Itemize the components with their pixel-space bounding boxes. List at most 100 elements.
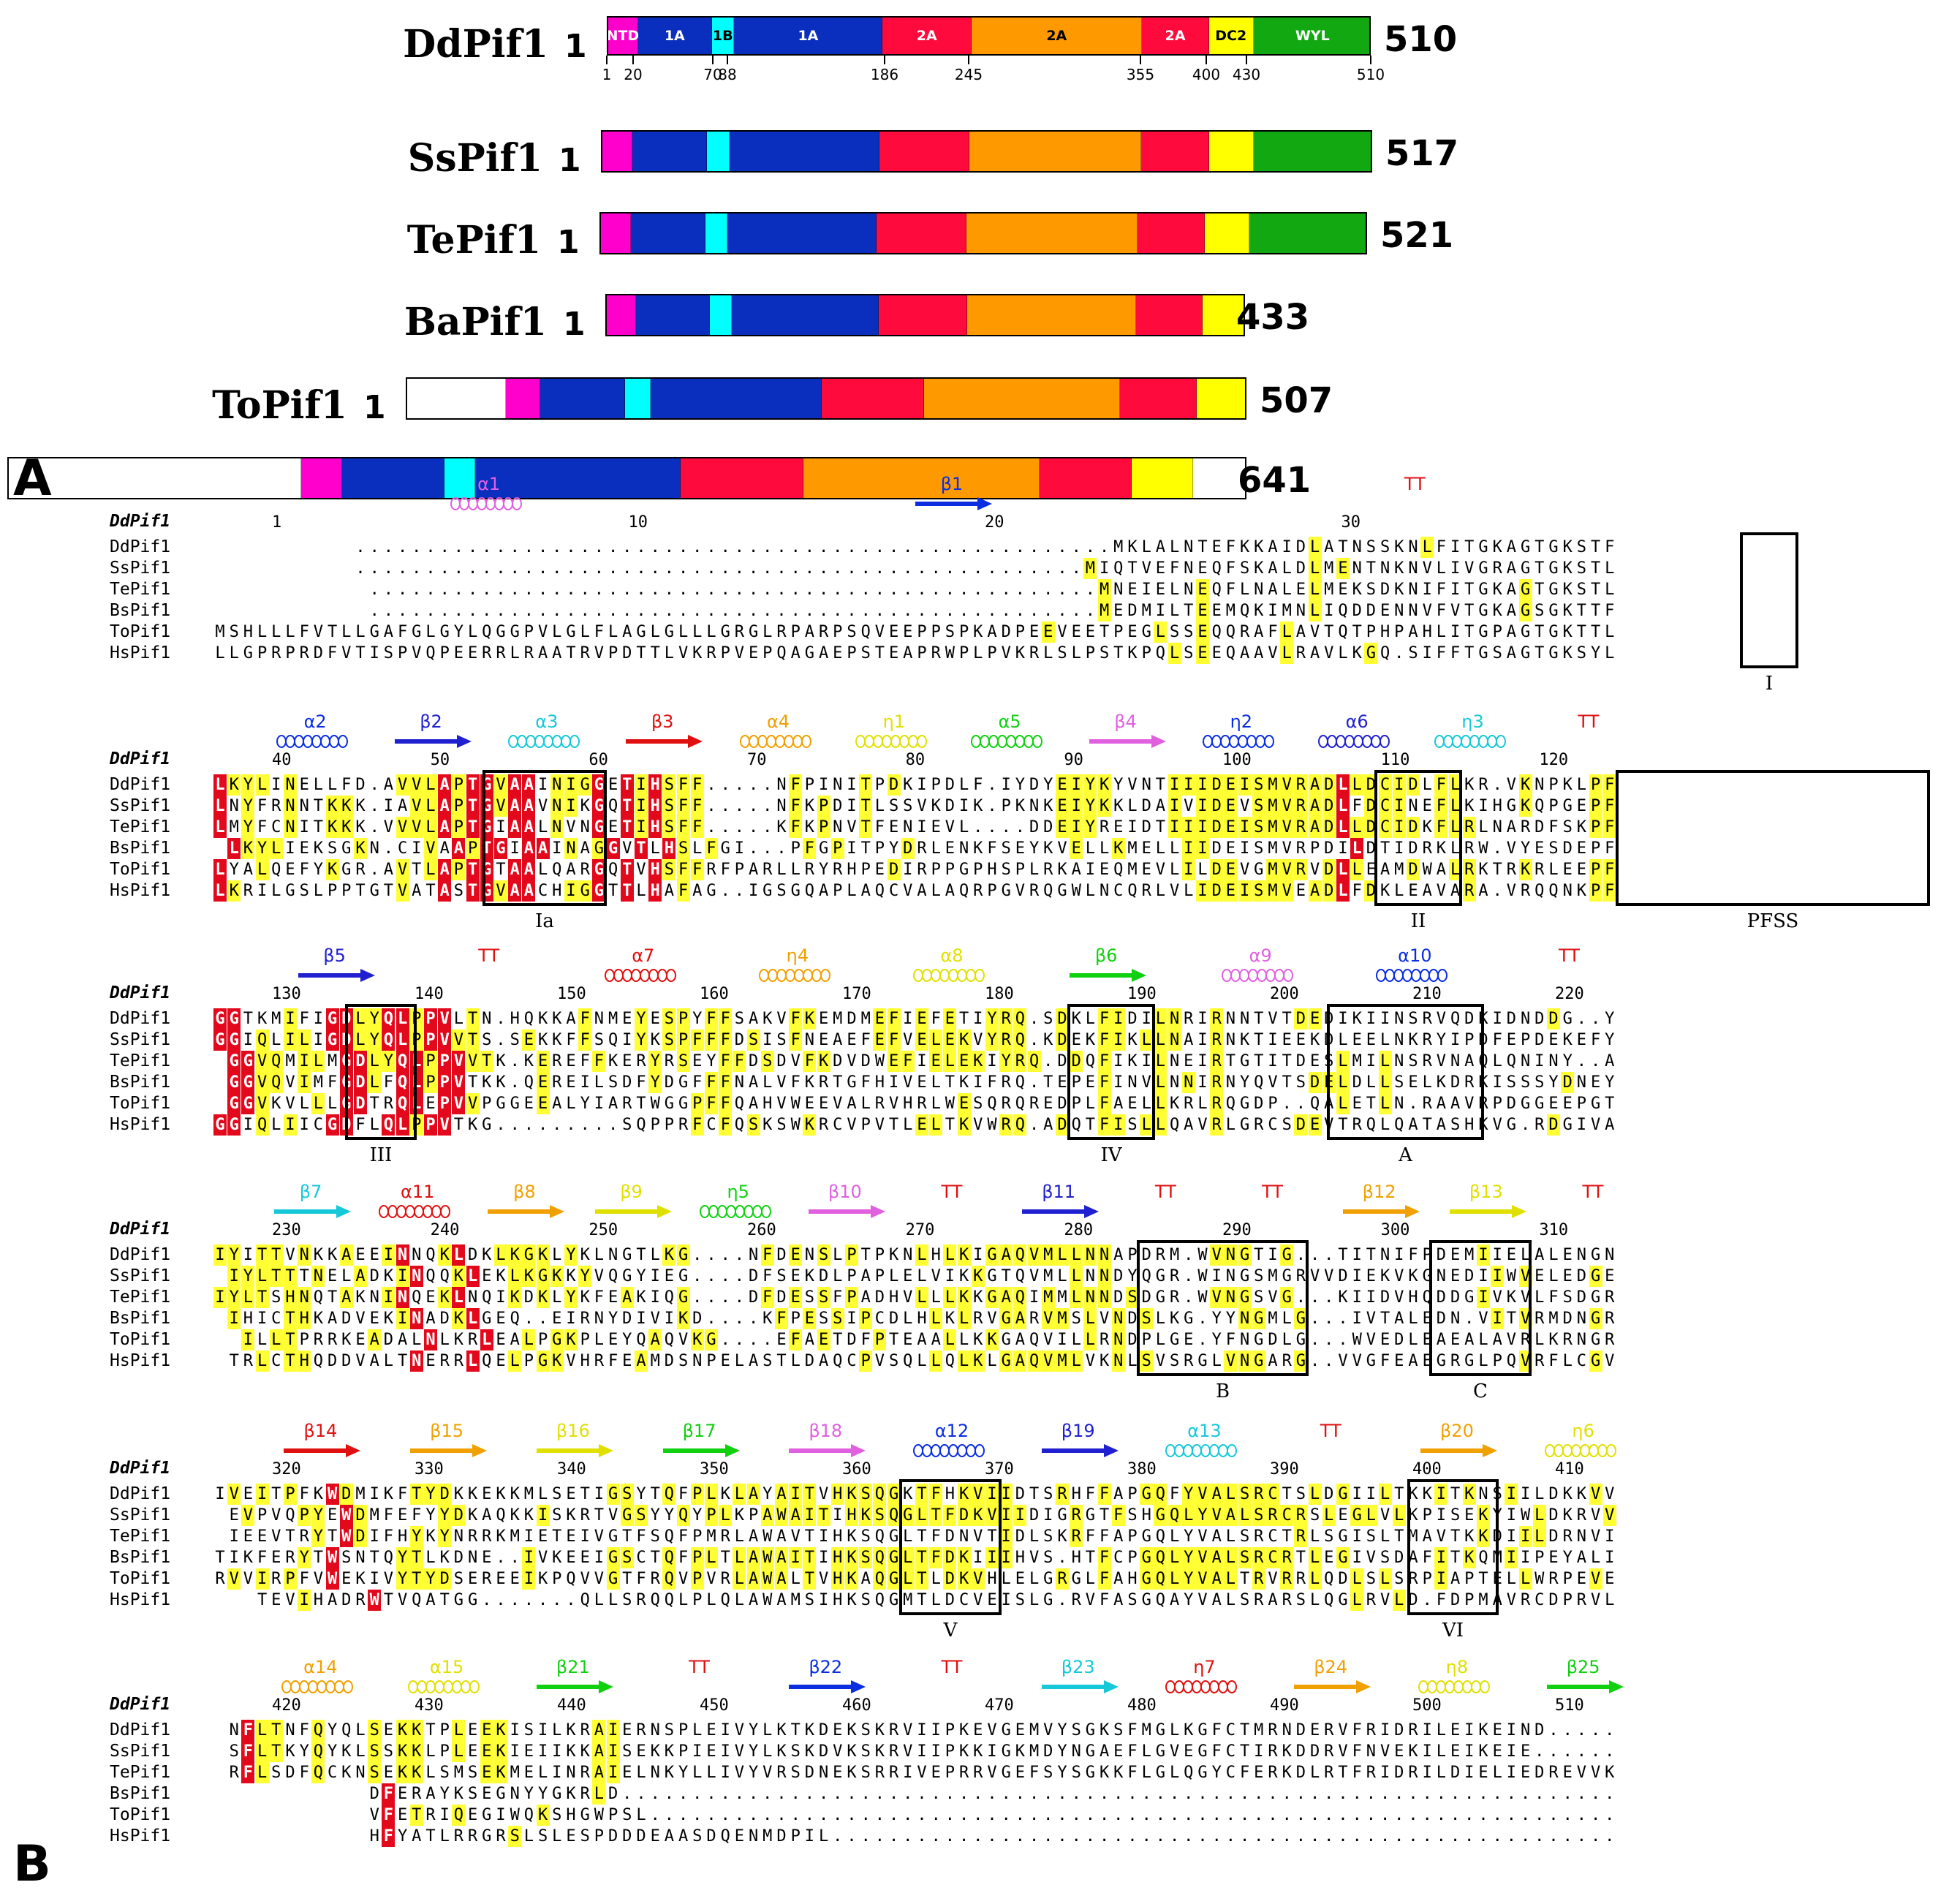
secondary-structure-label: β1: [940, 474, 964, 494]
residue: I: [496, 818, 506, 836]
residue: .: [510, 602, 520, 620]
residue: D: [354, 1072, 367, 1093]
residue: L: [818, 1827, 829, 1846]
position-number: 60: [589, 751, 608, 769]
residue: L: [1478, 1331, 1488, 1349]
residue: E: [1366, 1031, 1377, 1049]
residue: I: [564, 880, 578, 902]
residue: .: [369, 538, 379, 556]
residue: L: [1282, 1310, 1292, 1328]
residue: F: [1352, 882, 1362, 900]
residue: F: [241, 1741, 255, 1762]
residue: E: [957, 1093, 971, 1114]
residue: L: [734, 1591, 745, 1609]
residue: L: [1169, 538, 1180, 556]
residue: E: [397, 1806, 408, 1824]
sequence-name: DdPif1: [110, 1009, 171, 1028]
residue: Q: [833, 1352, 843, 1370]
residue: T: [409, 1568, 423, 1590]
residue: I: [931, 1721, 941, 1739]
residue: G: [1589, 1308, 1602, 1329]
domain-dc2: [1202, 295, 1244, 335]
position-number: 450: [700, 1696, 729, 1715]
residue: .: [1605, 1785, 1615, 1803]
residue: L: [1605, 581, 1615, 599]
residue: G: [1155, 1267, 1166, 1285]
residue: G: [1336, 1484, 1350, 1505]
residue: T: [1155, 776, 1166, 794]
residue: P: [594, 1827, 605, 1846]
residue: L: [1169, 839, 1180, 858]
residue: L: [1029, 1591, 1040, 1609]
residue: .: [1211, 1785, 1222, 1803]
residue: H: [833, 1527, 843, 1546]
residue: .: [1029, 1031, 1040, 1049]
residue: G: [720, 623, 730, 641]
residue: R: [229, 1764, 239, 1782]
residue: P: [1589, 859, 1602, 880]
residue: I: [1268, 1246, 1278, 1264]
residue: V: [973, 1116, 983, 1134]
residue: R: [1534, 861, 1545, 879]
residue: K: [1352, 581, 1362, 599]
residue: R: [1099, 818, 1110, 836]
residue: Y: [313, 861, 324, 879]
residue: K: [1184, 1721, 1194, 1739]
residue: .: [636, 602, 646, 620]
residue: R: [1252, 1547, 1265, 1568]
residue: N: [833, 776, 843, 794]
residue: M: [1057, 1288, 1067, 1307]
residue: E: [790, 1267, 801, 1285]
residue: E: [522, 1030, 536, 1051]
residue: V: [1184, 797, 1194, 815]
domain-1a: [727, 214, 877, 253]
residue: S: [746, 1030, 760, 1051]
residue: N: [412, 1246, 422, 1264]
residue: .: [1492, 1785, 1502, 1803]
residue: L: [608, 623, 618, 641]
residue: E: [1380, 1331, 1390, 1349]
residue: T: [383, 1591, 394, 1609]
residue: I: [1111, 1030, 1125, 1051]
residue: .: [1184, 1288, 1194, 1307]
residue: L: [1436, 1742, 1447, 1761]
domain-dc2: [1197, 379, 1245, 418]
residue: F: [1602, 774, 1616, 796]
residue: R: [999, 1114, 1013, 1136]
domain-ntd: [301, 458, 343, 498]
position-number: 440: [557, 1696, 586, 1715]
residue: C: [1534, 1591, 1545, 1609]
residue: L: [537, 1764, 548, 1782]
residue: V: [409, 817, 423, 838]
residue: N: [1520, 1010, 1531, 1028]
residue: .: [1450, 1806, 1461, 1824]
residue: R: [1605, 1310, 1615, 1328]
residue: A: [775, 1547, 788, 1568]
residue: .: [594, 559, 605, 578]
residue: I: [1366, 1052, 1377, 1070]
residue: .: [945, 1827, 955, 1846]
residue: Q: [311, 1762, 325, 1783]
domain-2a: [821, 379, 924, 418]
residue: F: [676, 796, 690, 817]
residue: S: [622, 1591, 632, 1609]
residue: L: [552, 1721, 562, 1739]
residue: N: [776, 776, 787, 794]
residue: E: [355, 1331, 366, 1349]
residue: K: [1548, 1331, 1559, 1349]
residue: P: [1464, 1031, 1475, 1049]
residue: P: [424, 1072, 437, 1093]
residue: E: [480, 1720, 493, 1741]
residue: .: [888, 602, 899, 620]
residue: L: [1308, 1547, 1322, 1568]
residue: .: [888, 1785, 899, 1803]
residue: V: [1280, 859, 1294, 880]
residue: A: [537, 644, 548, 662]
residue: G: [1057, 882, 1067, 900]
residue: S: [1238, 1547, 1252, 1568]
residue: V: [1224, 1350, 1238, 1372]
beta-strand-arrow: [410, 1444, 488, 1457]
residue: .: [1001, 1785, 1011, 1803]
residue: I: [1196, 796, 1209, 817]
residue: T: [439, 1591, 450, 1609]
